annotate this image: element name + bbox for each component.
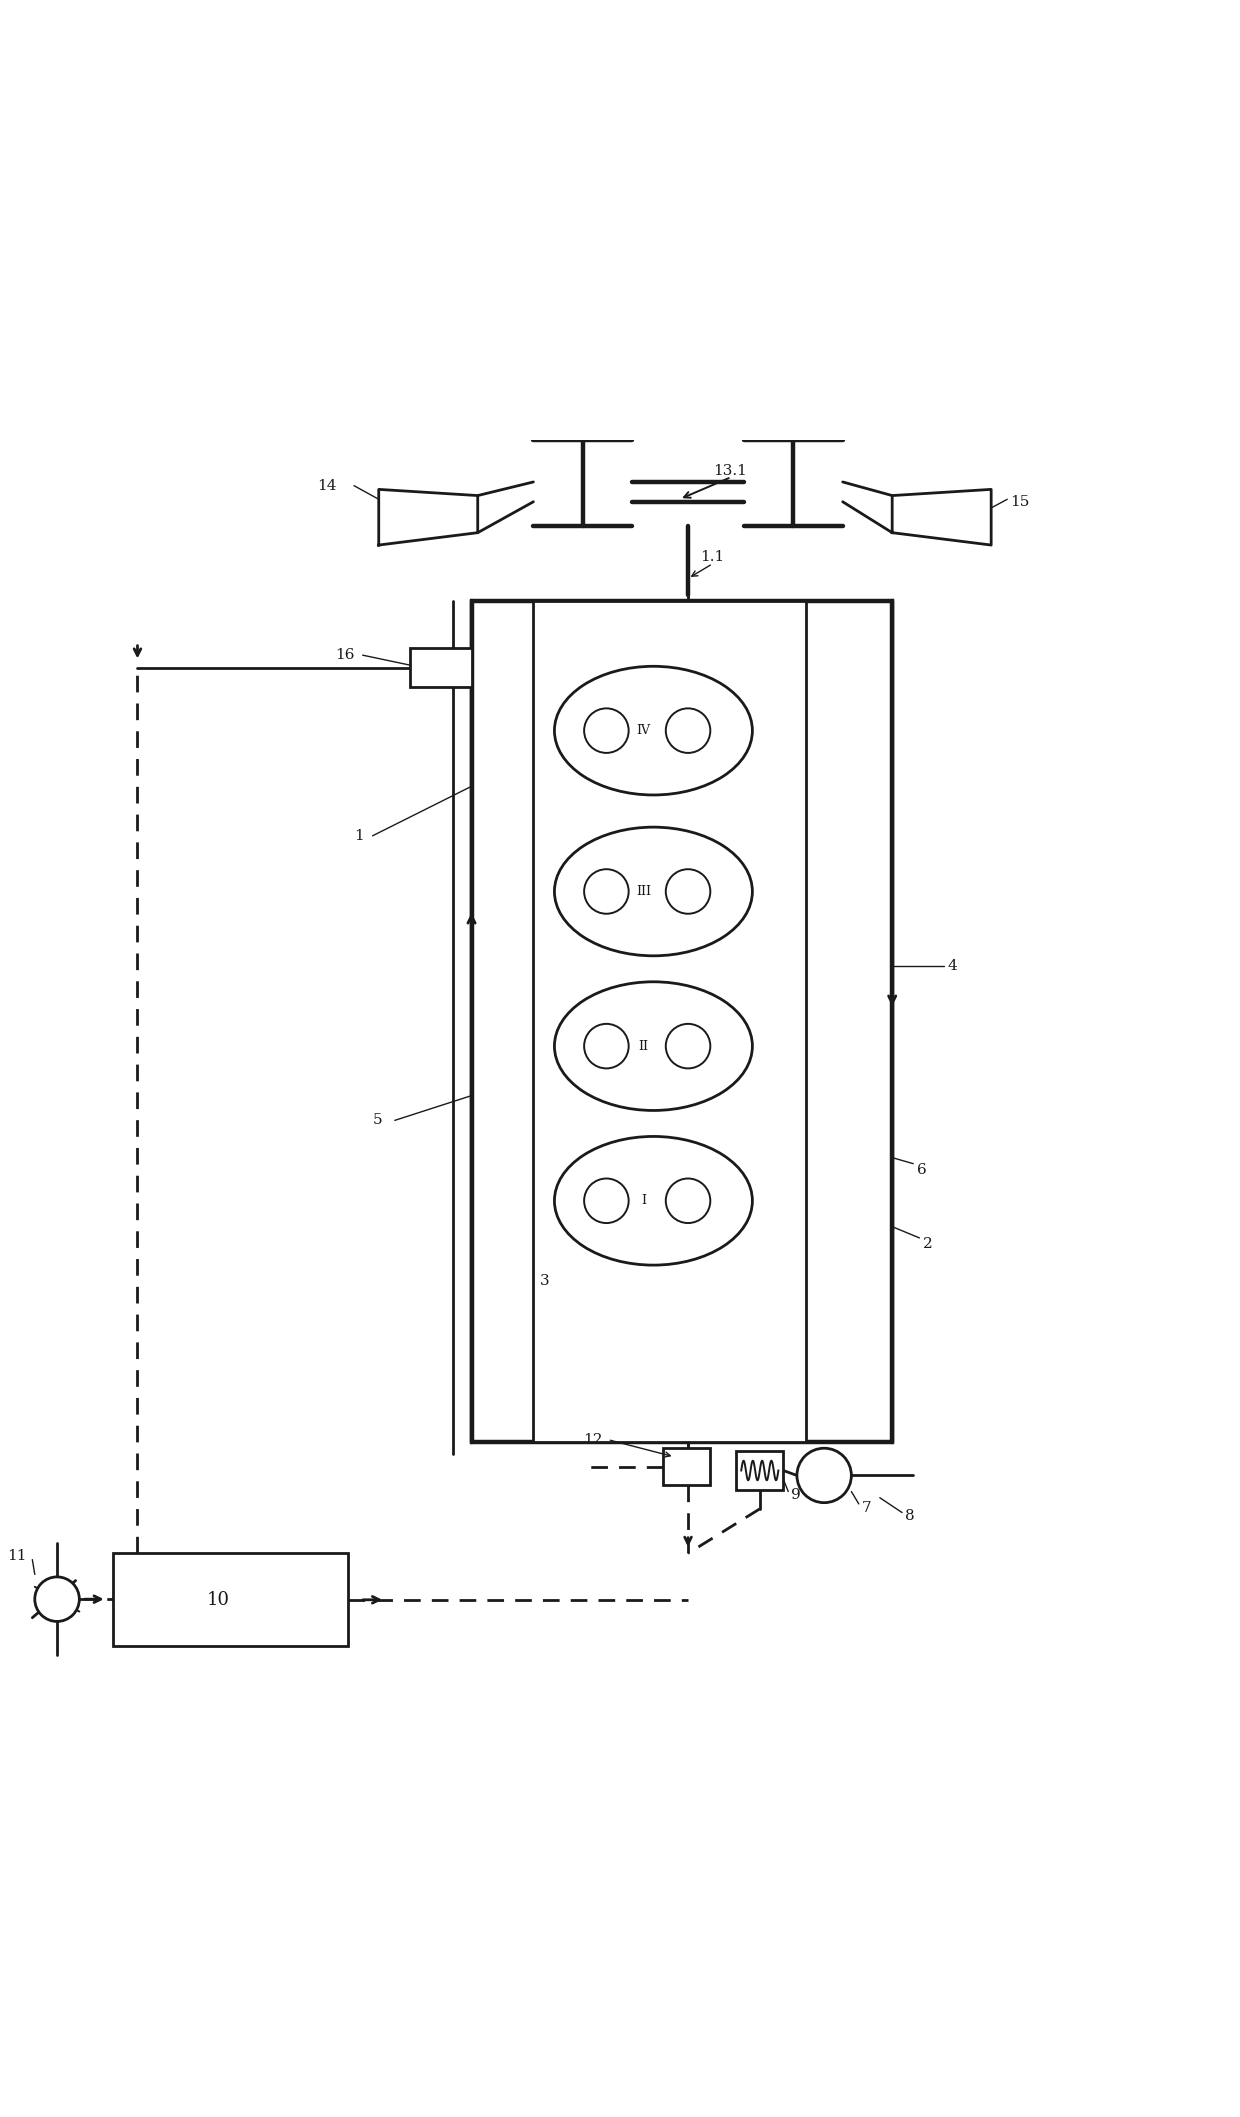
Ellipse shape [554,982,753,1111]
Bar [409,648,471,688]
Circle shape [584,1025,629,1069]
Ellipse shape [554,1137,753,1266]
Text: 4: 4 [947,959,957,972]
Text: III: III [636,885,651,898]
Circle shape [35,1577,79,1622]
Bar [471,601,893,1442]
Text: 2: 2 [923,1236,932,1251]
Circle shape [584,870,629,915]
Text: 11: 11 [7,1550,27,1562]
Bar [663,1448,711,1486]
Text: 15: 15 [1009,495,1029,508]
Text: 5: 5 [372,1114,382,1128]
Text: 12: 12 [583,1433,603,1446]
Circle shape [584,1179,629,1224]
Text: 7: 7 [862,1501,870,1514]
Text: 6: 6 [916,1162,926,1177]
Text: 9: 9 [791,1488,801,1503]
Text: 14: 14 [317,478,336,493]
Text: I: I [641,1194,646,1207]
Circle shape [797,1448,852,1503]
Ellipse shape [554,667,753,796]
Bar [533,601,806,1442]
Text: 8: 8 [904,1509,914,1524]
Text: 16: 16 [336,648,355,663]
Circle shape [666,709,711,754]
Circle shape [666,1025,711,1069]
Text: 10: 10 [206,1590,229,1609]
Circle shape [666,870,711,915]
Text: II: II [639,1039,649,1052]
Bar [113,1554,347,1647]
Text: IV: IV [636,724,651,737]
Circle shape [666,1179,711,1224]
Text: 13.1: 13.1 [713,464,746,478]
Bar [737,1450,784,1490]
Ellipse shape [554,828,753,955]
Polygon shape [893,489,991,544]
Circle shape [584,709,629,754]
Text: 1.1: 1.1 [701,550,724,565]
Text: 3: 3 [539,1274,549,1289]
Polygon shape [378,489,477,544]
Text: 1: 1 [353,828,363,843]
